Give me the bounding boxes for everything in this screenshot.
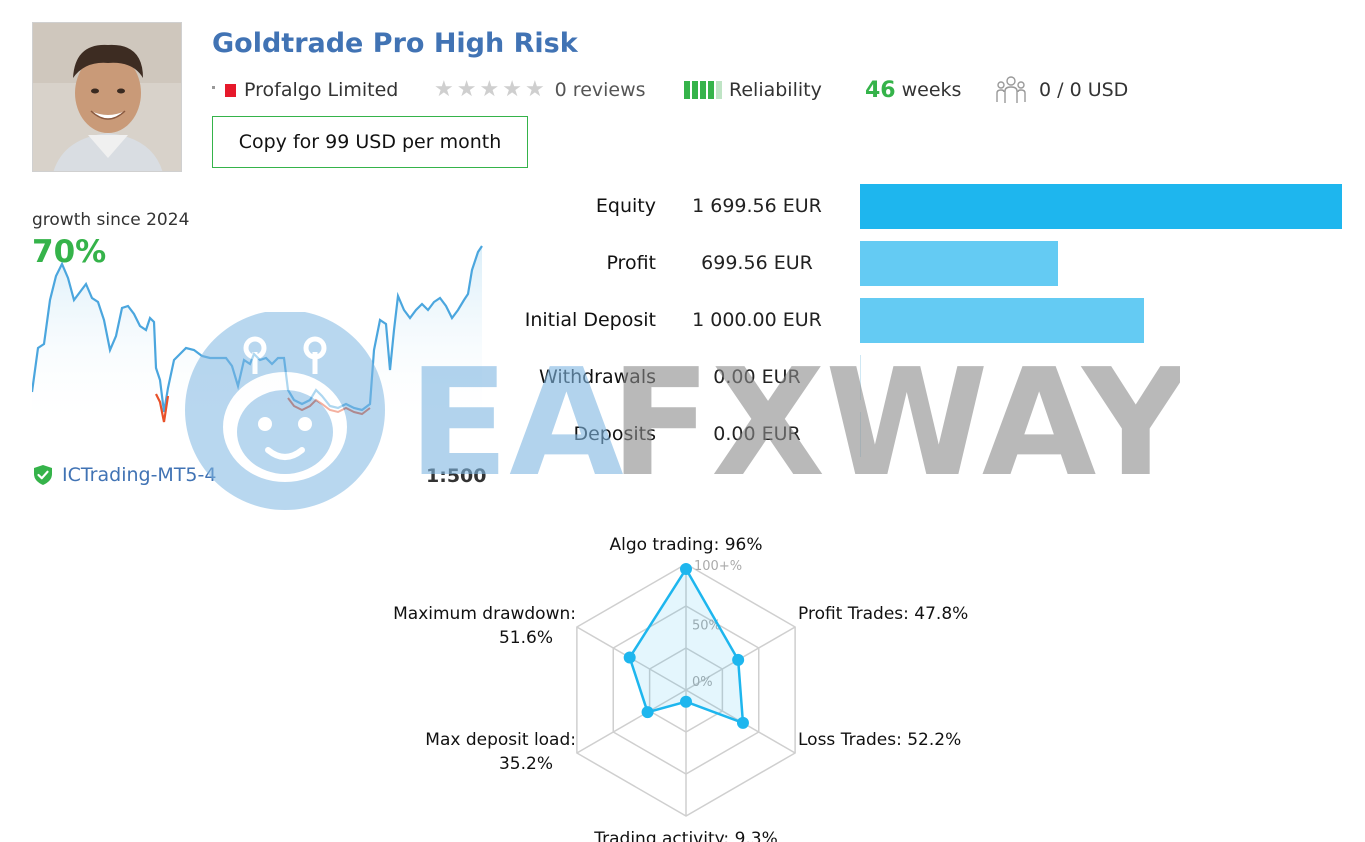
- reliability-bar: [716, 81, 722, 99]
- rating[interactable]: ★ ★ ★ ★ ★ 0 reviews: [434, 76, 646, 104]
- radar-point: [641, 706, 654, 719]
- stat-value-deposits: 0.00 EUR: [713, 423, 801, 445]
- radar-point: [680, 563, 692, 576]
- radar-axis-label: Algo trading: 96%: [609, 535, 762, 555]
- subscribers: 0 / 0 USD: [995, 76, 1128, 104]
- radar-axis-label-value: 35.2%: [499, 754, 553, 774]
- reliability-bar: [700, 81, 706, 99]
- stat-bar-profit: [860, 241, 1058, 286]
- stat-value-withdrawals: 0.00 EUR: [713, 366, 801, 388]
- stat-value-initial-deposit: 1 000.00 EUR: [692, 309, 822, 331]
- radar-tick-label: 0%: [692, 675, 713, 690]
- radar-axis-label: Loss Trades: 52.2%: [798, 730, 961, 750]
- radar-chart[interactable]: 100+% 50% 0% Algo trading: 96% Profit Trades…: [386, 522, 986, 842]
- radar-axis-label-value: 51.6%: [499, 628, 553, 648]
- subscribers-icon: [996, 76, 1026, 103]
- verified-shield-icon: [34, 465, 52, 485]
- reliability-bars: [684, 81, 722, 99]
- radar-point: [736, 716, 749, 729]
- stat-label-initial-deposit: Initial Deposit: [524, 309, 656, 331]
- broker-server[interactable]: ICTrading-MT5-4: [32, 464, 216, 486]
- stat-label-deposits: Deposits: [573, 423, 656, 445]
- radar-point: [623, 651, 636, 664]
- radar-tick-label: 50%: [692, 619, 721, 634]
- growth-loss-segment: [155, 393, 170, 423]
- stat-bar-withdrawals: [860, 355, 861, 400]
- flag-dot-icon: [212, 85, 215, 89]
- stat-value-equity: 1 699.56 EUR: [692, 195, 822, 217]
- reliability: Reliability: [684, 76, 822, 104]
- growth-area: [32, 246, 482, 430]
- copy-subscribe-button[interactable]: Copy for 99 USD per month: [212, 116, 528, 168]
- stat-label-equity: Equity: [595, 195, 656, 217]
- growth-value: 70%: [32, 234, 107, 270]
- publisher[interactable]: Profalgo Limited: [212, 76, 398, 104]
- subscribers-value: 0 / 0 USD: [1039, 79, 1129, 101]
- weeks-value: 46: [865, 77, 896, 103]
- radar-axis-label: Trading activity: 9.3%: [593, 829, 778, 842]
- reviews-count[interactable]: 0 reviews: [554, 79, 646, 101]
- signal-title[interactable]: Goldtrade Pro High Risk: [212, 28, 578, 59]
- radar-point: [680, 695, 692, 708]
- stat-value-profit: 699.56 EUR: [701, 252, 813, 274]
- star-icon: ★: [456, 77, 477, 102]
- star-icon: ★: [524, 77, 545, 102]
- publisher-name[interactable]: Profalgo Limited: [244, 79, 399, 101]
- radar-grid-spoke: [576, 689, 687, 754]
- star-icon: ★: [502, 77, 522, 102]
- author-avatar[interactable]: [32, 22, 182, 172]
- growth-label: growth since 2024: [32, 210, 190, 230]
- stat-bar-deposits: [860, 412, 861, 457]
- reliability-bar: [684, 81, 690, 99]
- radar-tick-label: 100+%: [694, 559, 742, 574]
- stat-bar-initial-deposit: [860, 298, 1144, 343]
- reliability-label: Reliability: [729, 79, 822, 101]
- stat-bar-equity: [860, 184, 1342, 229]
- broker-name[interactable]: ICTrading-MT5-4: [62, 464, 217, 486]
- reliability-bar: [692, 81, 698, 99]
- reliability-bar: [708, 81, 714, 99]
- stat-label-profit: Profit: [606, 252, 656, 274]
- radar-axis-label: Maximum drawdown:: [393, 604, 576, 624]
- radar-axis-label: Max deposit load:: [425, 730, 576, 750]
- stat-label-withdrawals: Withdrawals: [538, 366, 656, 388]
- weeks: 46 weeks: [865, 76, 961, 104]
- radar-point: [732, 653, 745, 666]
- country-flag-icon: [225, 83, 236, 97]
- weeks-label: weeks: [901, 79, 962, 101]
- leverage: 1:500: [426, 465, 487, 487]
- radar-axis-label: Profit Trades: 47.8%: [798, 604, 968, 624]
- star-icon: ★: [479, 77, 500, 102]
- rating-stars: ★ ★ ★ ★ ★: [434, 79, 545, 101]
- star-icon: ★: [434, 77, 454, 102]
